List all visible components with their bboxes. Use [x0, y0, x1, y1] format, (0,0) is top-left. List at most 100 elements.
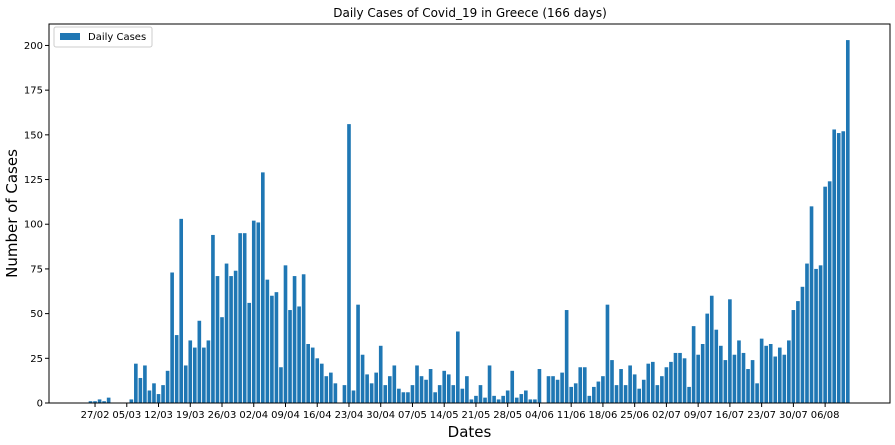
bar: [401, 392, 406, 403]
bar: [637, 388, 642, 403]
bar: [456, 331, 460, 403]
chart-title: Daily Cases of Covid_19 in Greece (166 d…: [333, 6, 607, 20]
bar: [374, 372, 378, 403]
bar: [329, 372, 333, 403]
bar: [687, 386, 691, 403]
bar: [696, 354, 700, 403]
bar: [129, 399, 134, 403]
bar: [211, 234, 215, 403]
bar: [474, 395, 478, 403]
bar: [537, 369, 542, 403]
bar: [446, 374, 451, 403]
bar: [796, 301, 800, 403]
bar: [437, 385, 442, 403]
bar: [628, 365, 632, 403]
bar: [283, 265, 288, 403]
bar: [265, 279, 270, 403]
x-axis-ticks: 27/02 05/03 12/03 19/03 26/03 02/04 09/04 16/04…: [81, 403, 840, 421]
bar: [360, 354, 365, 403]
bar: [306, 344, 310, 403]
bar: [369, 383, 374, 403]
x-tick-label: 16/07: [715, 410, 744, 421]
bar: [183, 365, 188, 403]
bar: [469, 399, 474, 403]
x-tick-label: 26/03: [208, 410, 237, 421]
y-axis-ticks: 0 25 50 75 100 125 150 175 200: [24, 41, 49, 410]
bar: [501, 395, 505, 403]
bar: [777, 347, 782, 403]
bar: [215, 276, 220, 403]
bar: [483, 397, 487, 403]
bar: [315, 358, 320, 403]
bar: [555, 379, 560, 403]
bar: [238, 233, 242, 403]
bar: [573, 383, 578, 403]
bar: [387, 376, 392, 403]
bar: [818, 265, 823, 403]
bar: [533, 399, 537, 403]
legend-label: Daily Cases: [88, 32, 146, 43]
bar: [365, 374, 369, 403]
y-axis-label: Number of Cases: [3, 149, 21, 278]
bar: [292, 276, 297, 403]
bar: [197, 320, 202, 403]
bar: [392, 365, 397, 403]
bar: [614, 385, 619, 403]
x-tick-label: 02/07: [652, 410, 681, 421]
bar: [791, 310, 796, 403]
bar: [800, 286, 805, 403]
bar: [564, 310, 569, 403]
bar: [759, 338, 764, 403]
bar: [288, 310, 292, 403]
x-tick-label: 04/06: [525, 410, 554, 421]
bar: [419, 376, 424, 403]
bar: [510, 370, 515, 403]
bar: [827, 181, 832, 403]
bar: [406, 392, 410, 403]
bar: [682, 358, 687, 403]
bar: [138, 377, 143, 403]
x-tick-label: 23/07: [747, 410, 776, 421]
bar: [714, 329, 719, 403]
bar: [415, 365, 419, 403]
x-tick-label: 06/08: [811, 410, 840, 421]
y-tick-label: 0: [37, 399, 43, 410]
y-tick-label: 100: [24, 220, 43, 231]
bar: [134, 363, 138, 403]
x-tick-label: 21/05: [462, 410, 491, 421]
bar: [224, 263, 229, 403]
bar: [805, 263, 809, 403]
bar: [342, 385, 347, 403]
bar: [324, 376, 329, 403]
bar: [478, 385, 483, 403]
bar: [301, 274, 306, 403]
bar: [623, 385, 628, 403]
bar: [814, 268, 818, 403]
bar: [242, 233, 247, 403]
bar: [143, 365, 147, 403]
bar: [596, 381, 601, 403]
bar: [310, 347, 315, 403]
bar: [709, 295, 714, 403]
bar: [673, 352, 678, 403]
bar: [202, 347, 206, 403]
bar: [610, 360, 614, 403]
bar: [487, 365, 492, 403]
bar: [546, 376, 551, 403]
x-tick-label: 02/04: [239, 410, 268, 421]
bar: [605, 304, 610, 403]
bar: [655, 385, 660, 403]
bar: [428, 369, 433, 403]
bar: [678, 352, 682, 403]
bar: [433, 392, 437, 403]
bar: [378, 345, 383, 403]
bar: [333, 383, 338, 403]
bar: [156, 394, 161, 403]
bar: [845, 40, 850, 404]
bar: [587, 395, 592, 403]
bar: [206, 340, 211, 403]
bar: [582, 367, 587, 403]
bar: [719, 345, 723, 403]
